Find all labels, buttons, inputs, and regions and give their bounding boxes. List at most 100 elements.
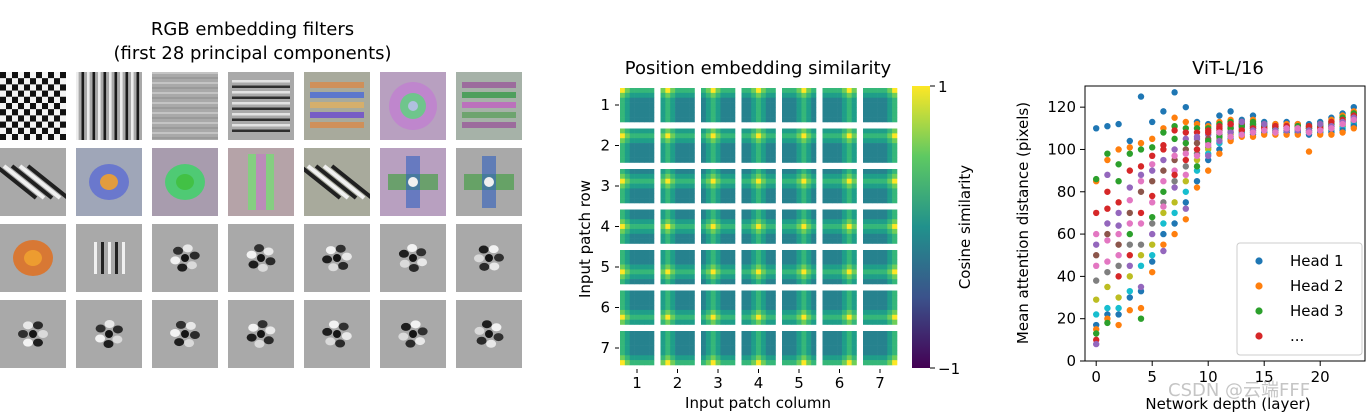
attention-point <box>1104 122 1111 130</box>
similarity-block <box>741 331 776 366</box>
legend-marker <box>1255 282 1263 290</box>
filter-tile <box>456 72 522 140</box>
attention-point <box>1238 131 1245 138</box>
attention-point <box>1093 252 1100 259</box>
similarity-block <box>741 169 776 204</box>
attention-point <box>1126 167 1133 174</box>
attention-point <box>1104 304 1111 312</box>
attention-point <box>1350 116 1357 124</box>
attention-point <box>1216 129 1223 136</box>
attention-point <box>1104 268 1111 276</box>
colorbar-tick-min: −1 <box>938 360 960 378</box>
position-x-tick-label: 2 <box>673 374 683 392</box>
attention-point <box>1115 120 1122 128</box>
attention-point <box>1193 146 1201 153</box>
colorbar-label: Cosine similarity <box>956 165 974 289</box>
attention-point <box>1294 125 1301 132</box>
attention-point <box>1193 139 1201 147</box>
attention-point <box>1227 108 1234 115</box>
attention-point <box>1171 230 1178 238</box>
attention-point <box>1126 184 1133 191</box>
similarity-block <box>660 209 695 244</box>
attention-point <box>1149 167 1156 174</box>
position-y-tick-label: 2 <box>600 137 610 155</box>
scatter-points <box>1093 89 1357 348</box>
legend-label: Head 2 <box>1290 277 1344 295</box>
filters-title: RGB embedding filters (first 28 principa… <box>0 18 505 66</box>
attention-point <box>1137 209 1145 217</box>
attention-point <box>1328 131 1335 138</box>
attention-point <box>1093 241 1100 248</box>
similarity-block <box>782 290 817 325</box>
attention-distance-chart: ViT-L/16 0 5 10 15 20 0 20 40 60 80 100 120 Network… <box>1014 58 1366 413</box>
attention-point <box>1171 114 1178 121</box>
legend-marker <box>1255 257 1263 265</box>
position-similarity-grid <box>620 88 898 366</box>
similarity-block <box>782 169 817 204</box>
attention-point <box>1171 184 1178 191</box>
similarity-block <box>701 250 736 285</box>
similarity-block <box>822 88 857 123</box>
legend-box <box>1236 242 1363 356</box>
attention-point <box>1126 209 1133 217</box>
similarity-block <box>782 209 817 244</box>
similarity-block <box>741 209 776 244</box>
attention-point <box>1149 268 1156 276</box>
attention-point <box>1171 152 1178 160</box>
attention-point <box>1137 283 1145 291</box>
position-x-tick-label: 1 <box>632 374 642 392</box>
attention-point <box>1149 252 1156 259</box>
attention-point <box>1193 133 1201 140</box>
filter-tile <box>76 148 142 216</box>
similarity-block <box>863 209 898 244</box>
filter-tile <box>456 148 522 216</box>
position-y-tick-label: 4 <box>600 218 610 236</box>
attention-point <box>1137 171 1145 179</box>
attention-point <box>1205 167 1212 174</box>
legend-label: ... <box>1290 327 1304 345</box>
scatter-title: ViT-L/16 <box>1192 58 1264 79</box>
position-y-tick-label: 6 <box>600 299 610 317</box>
attention-point <box>1126 230 1133 238</box>
attention-point <box>1149 220 1156 227</box>
watermark: CSDN @云端FFF <box>1168 380 1311 401</box>
scatter-y-tick-label: 20 <box>1057 310 1076 328</box>
attention-point <box>1339 120 1346 128</box>
attention-point <box>1160 108 1167 115</box>
attention-point <box>1317 127 1324 134</box>
attention-point <box>1171 127 1178 134</box>
attention-point <box>1216 112 1223 119</box>
similarity-block <box>782 88 817 123</box>
filter-tile <box>380 224 446 292</box>
attention-point <box>1126 137 1133 145</box>
scatter-axis-ticks: 0 5 10 15 20 0 20 40 60 80 100 120 <box>1047 98 1329 386</box>
scatter-x-tick-label: 5 <box>1147 368 1157 386</box>
attention-point <box>1126 273 1133 280</box>
attention-point <box>1149 152 1156 160</box>
scatter-y-tick-label: 100 <box>1047 140 1076 158</box>
similarity-block <box>701 169 736 204</box>
position-y-ticks: 1 2 3 4 5 6 7 <box>600 96 619 357</box>
position-x-ticks: 1 2 3 4 5 6 7 <box>632 369 885 392</box>
similarity-block <box>620 169 655 204</box>
attention-point <box>1160 188 1167 195</box>
legend-marker <box>1255 307 1263 315</box>
attention-point <box>1137 93 1145 100</box>
attention-point <box>1126 150 1133 157</box>
attention-point <box>1126 144 1133 151</box>
attention-point <box>1205 142 1212 149</box>
filter-tile <box>380 148 446 216</box>
similarity-block <box>741 88 776 123</box>
filter-tile <box>0 224 66 292</box>
attention-point <box>1115 222 1122 229</box>
similarity-block <box>822 331 857 366</box>
attention-point <box>1137 163 1145 170</box>
attention-point <box>1160 220 1167 227</box>
attention-point <box>1093 125 1100 132</box>
attention-point <box>1115 294 1122 301</box>
legend-label: Head 1 <box>1290 252 1344 270</box>
position-y-label: Input patch row <box>576 180 594 298</box>
attention-point <box>1104 205 1111 212</box>
similarity-block <box>620 88 655 123</box>
similarity-block <box>782 331 817 366</box>
